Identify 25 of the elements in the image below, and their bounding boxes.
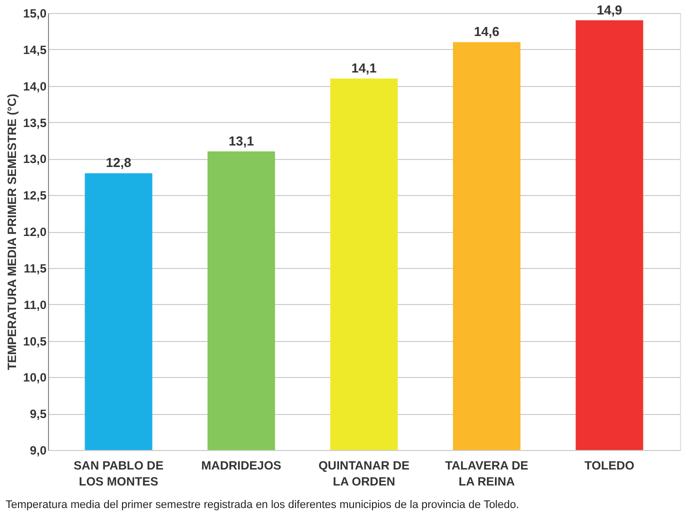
- y-tick-label: 11,0: [24, 298, 47, 312]
- x-tick-label: MADRIDEJOS: [201, 458, 282, 472]
- text: Temperatura media del primer semestre registrada en los diferentes municipios de la provincia de Toledo.: [6, 499, 520, 511]
- y-tick-label: 12,0: [23, 225, 47, 239]
- x-tick-label: SAN PABLO DE LOS MONTES: [74, 458, 164, 488]
- y-tick-label: 9,0: [30, 444, 47, 458]
- y-tick-label: 12,5: [23, 188, 47, 203]
- y-axis-title: TEMPERATURA MEDIA PRIMER SEMESTRE (°C): [5, 94, 20, 370]
- data-label: 13,1: [228, 133, 254, 148]
- data-label: 14,9: [596, 2, 622, 18]
- x-tick-label: QUINTANAR DE LA ORDEN: [318, 458, 410, 488]
- y-tick-label: 13,5: [23, 116, 47, 130]
- y-tick-label: 14,5: [23, 42, 47, 57]
- y-tick-label: 13,0: [23, 152, 47, 166]
- x-tick-label: TOLEDO: [584, 458, 634, 472]
- x-tick-label: TALAVERA DE LA REINA: [445, 458, 528, 488]
- data-label: 12,8: [106, 155, 132, 170]
- y-tick-label: 10,0: [23, 370, 47, 385]
- y-tick-label: 11,5: [24, 261, 47, 276]
- y-tick-label: 15,0: [23, 6, 47, 20]
- data-label: 14,1: [351, 60, 377, 76]
- data-label: 14,6: [474, 24, 500, 40]
- y-tick-label: 14,0: [23, 79, 47, 94]
- y-tick-label: 10,5: [23, 334, 47, 348]
- y-tick-label: 9,5: [30, 407, 47, 422]
